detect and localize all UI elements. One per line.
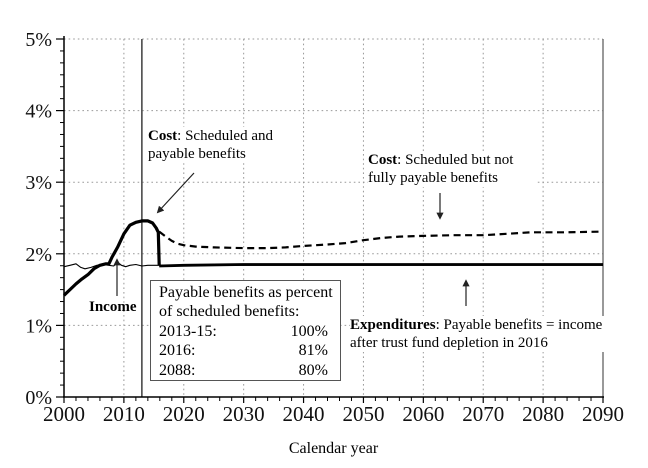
cost-payable-arrow-icon [156, 172, 195, 214]
x-axis-tick-label: 2050 [342, 402, 384, 426]
infobox-row: 2088: 80% [159, 361, 333, 380]
x-axis-tick-label: 2000 [43, 402, 85, 426]
infobox-row: 2016: 81% [159, 341, 333, 360]
infobox-row-label: 2013-15: [159, 322, 217, 340]
y-axis-tick-label: 4% [25, 101, 52, 123]
infobox-row-label: 2088: [159, 361, 196, 379]
infobox-row-value: 100% [290, 322, 328, 340]
x-axis-title: Calendar year [288, 440, 379, 457]
cost-payable-annotation: Cost: Scheduled and payable benefits [148, 127, 290, 163]
y-axis-tick-label: 5% [25, 29, 52, 51]
cost-payable-line [62, 219, 161, 297]
infobox-row-value: 81% [298, 342, 328, 360]
expenditures-line [159, 263, 603, 268]
y-axis-tick-label: 1% [25, 315, 52, 337]
infobox-row-value: 80% [298, 361, 328, 379]
x-axis-tick-label: 2070 [462, 402, 504, 426]
infobox-heading-line2: of scheduled benefits: [159, 303, 300, 321]
cost-scheduled-annotation-lead: Cost [368, 152, 398, 168]
scheduled-cost-line [158, 230, 604, 250]
cost-payable-annotation-lead: Cost [148, 128, 178, 144]
cost-scheduled-annotation-text: : Scheduled but not fully payable benefi… [368, 152, 514, 186]
x-axis-tick-label: 2030 [223, 402, 265, 426]
y-axis-tick-label: 3% [25, 172, 52, 194]
y-axis-tick-label: 2% [25, 244, 52, 266]
income-annotation: Income [89, 299, 137, 315]
x-axis-tick-label: 2060 [402, 402, 444, 426]
infobox-row-label: 2016: [159, 342, 196, 360]
expenditures-annotation: Expenditures: Payable benefits = income … [350, 316, 618, 352]
x-axis-tick-label: 2040 [283, 402, 325, 426]
y-axis-tick-label: 0% [25, 387, 52, 409]
infobox-heading-line1: Payable benefits as percent [159, 284, 333, 301]
expenditures-annotation-text: : Payable benefits = income after trust … [350, 317, 603, 351]
x-axis-tick-label: 2090 [582, 402, 624, 426]
x-axis-tick-label: 2080 [522, 402, 564, 426]
expenditures-annotation-lead: Expenditures [350, 317, 436, 333]
infobox-row: 2013-15: 100% [159, 322, 333, 341]
x-axis-tick-label: 2020 [163, 402, 205, 426]
cost-scheduled-annotation: Cost: Scheduled but not fully payable be… [368, 151, 536, 187]
cost-payable-annotation-text: : Scheduled and payable benefits [148, 128, 273, 162]
x-axis-tick-label: 2010 [103, 402, 145, 426]
payable-benefits-infobox: Payable benefits as percent of scheduled… [150, 280, 341, 381]
